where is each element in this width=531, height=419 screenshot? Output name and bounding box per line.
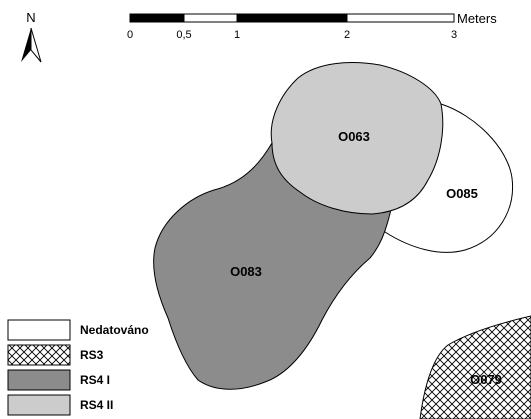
- scale-tick-0: 0: [127, 29, 133, 41]
- scale-unit: Meters: [457, 11, 497, 26]
- scale-segment-3: [236, 13, 348, 23]
- scale-segment-4: [346, 13, 455, 23]
- legend-label-rs3: RS3: [80, 348, 104, 362]
- legend: Nedatováno RS3 RS4 I RS4 II: [7, 319, 149, 416]
- scale-segment-1: [129, 13, 185, 23]
- legend-swatch-rs3: [7, 344, 71, 366]
- legend-label-rs4-i: RS4 I: [80, 373, 110, 387]
- scale-tick-1: 1: [234, 29, 240, 41]
- legend-swatch-rs4-i: [7, 369, 71, 391]
- legend-label-rs4-ii: RS4 II: [80, 398, 113, 412]
- scale-tick-2: 2: [344, 29, 350, 41]
- scale-segment-2: [183, 13, 238, 23]
- north-label: N: [26, 10, 35, 25]
- polygon-o063: [270, 62, 444, 215]
- scale-tick-3: 3: [451, 29, 457, 41]
- polygon-o079: [419, 315, 531, 419]
- feature-label-o063: O063: [338, 129, 370, 144]
- north-arrow: N: [21, 10, 42, 63]
- feature-label-o085: O085: [446, 186, 478, 201]
- legend-swatch-nedatovano: [7, 319, 71, 341]
- legend-label-nedatovano: Nedatováno: [80, 323, 149, 337]
- legend-swatch-rs4-ii: [7, 394, 71, 416]
- feature-label-o083: O083: [230, 264, 262, 279]
- feature-label-o079: O079: [470, 372, 502, 387]
- scale-bar: Meters 0 0,5 1 2 3: [127, 11, 497, 41]
- scale-tick-0-5: 0,5: [176, 29, 191, 41]
